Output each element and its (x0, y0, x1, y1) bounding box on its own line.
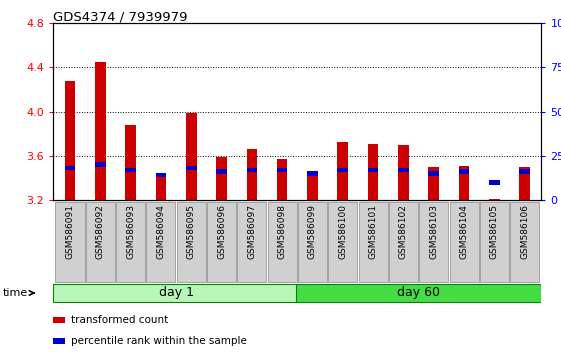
Bar (398, 168, 409, 172)
Bar (53, 338, 65, 344)
Bar (489, 199, 500, 200)
FancyBboxPatch shape (480, 202, 509, 281)
Bar (65, 166, 75, 170)
Bar (519, 167, 530, 200)
FancyBboxPatch shape (419, 202, 448, 281)
Bar (307, 176, 318, 200)
Text: day 1: day 1 (159, 286, 194, 299)
Text: GSM586097: GSM586097 (247, 204, 256, 259)
Text: GSM586100: GSM586100 (338, 204, 347, 259)
FancyBboxPatch shape (298, 202, 327, 281)
Bar (368, 144, 379, 200)
Bar (125, 125, 136, 200)
Text: GSM586105: GSM586105 (490, 204, 499, 259)
Bar (459, 170, 470, 174)
FancyBboxPatch shape (328, 202, 357, 281)
FancyBboxPatch shape (449, 202, 479, 281)
Text: GSM586102: GSM586102 (399, 204, 408, 259)
Bar (307, 171, 318, 176)
Bar (246, 149, 257, 200)
Text: time: time (3, 288, 34, 298)
FancyBboxPatch shape (146, 202, 176, 281)
Text: GSM586095: GSM586095 (187, 204, 196, 259)
Bar (216, 157, 227, 200)
FancyBboxPatch shape (268, 202, 297, 281)
Bar (459, 166, 470, 200)
Bar (125, 168, 136, 172)
Bar (246, 168, 257, 172)
FancyBboxPatch shape (116, 202, 145, 281)
Text: GSM586098: GSM586098 (278, 204, 287, 259)
Text: GSM586106: GSM586106 (520, 204, 529, 259)
FancyBboxPatch shape (510, 202, 539, 281)
Bar (277, 168, 287, 172)
Bar (429, 171, 439, 176)
FancyBboxPatch shape (358, 202, 388, 281)
Text: GSM586094: GSM586094 (157, 204, 165, 259)
Bar (53, 317, 65, 322)
Bar (338, 142, 348, 200)
Bar (398, 145, 409, 200)
Bar (489, 180, 500, 184)
FancyBboxPatch shape (86, 202, 115, 281)
Bar (338, 168, 348, 172)
Bar (277, 159, 287, 200)
Text: GSM586101: GSM586101 (369, 204, 378, 259)
Bar (155, 176, 166, 200)
Text: GSM586092: GSM586092 (96, 204, 105, 259)
FancyBboxPatch shape (389, 202, 418, 281)
Text: GSM586093: GSM586093 (126, 204, 135, 259)
Bar (95, 162, 105, 167)
Text: GDS4374 / 7939979: GDS4374 / 7939979 (53, 11, 188, 24)
Text: percentile rank within the sample: percentile rank within the sample (71, 336, 247, 346)
Bar (216, 170, 227, 174)
Text: GSM586096: GSM586096 (217, 204, 226, 259)
Bar (519, 170, 530, 174)
Bar (368, 168, 379, 172)
FancyBboxPatch shape (56, 202, 85, 281)
Bar (155, 173, 166, 177)
FancyBboxPatch shape (207, 202, 236, 281)
Bar (95, 62, 105, 200)
Text: GSM586091: GSM586091 (66, 204, 75, 259)
Bar (186, 113, 196, 200)
Text: transformed count: transformed count (71, 315, 168, 325)
FancyBboxPatch shape (296, 284, 541, 302)
Text: GSM586103: GSM586103 (429, 204, 438, 259)
FancyBboxPatch shape (53, 284, 299, 302)
Text: day 60: day 60 (397, 286, 440, 299)
Bar (65, 80, 75, 200)
Bar (429, 167, 439, 200)
Bar (186, 166, 196, 170)
FancyBboxPatch shape (237, 202, 266, 281)
FancyBboxPatch shape (177, 202, 206, 281)
Text: GSM586104: GSM586104 (459, 204, 468, 259)
Text: GSM586099: GSM586099 (308, 204, 317, 259)
